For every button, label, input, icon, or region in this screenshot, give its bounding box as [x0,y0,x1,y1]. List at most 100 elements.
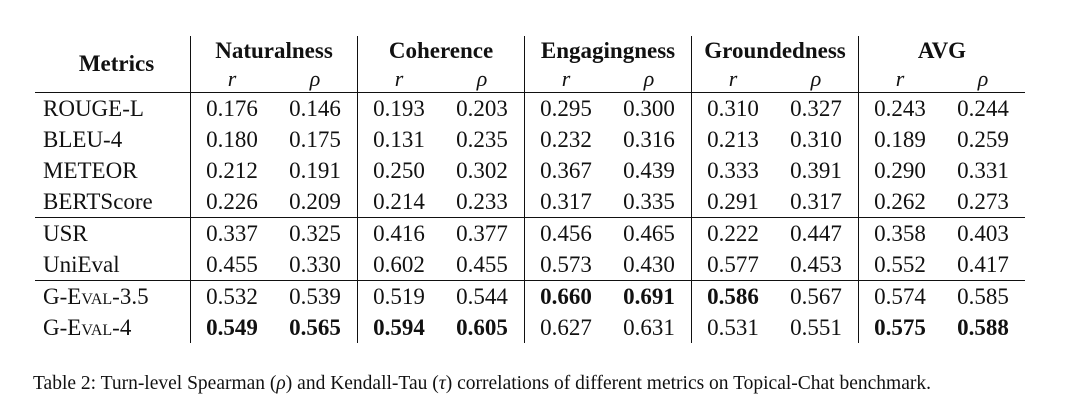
table-subheader-row: r ρ r ρ r ρ r ρ r ρ [35,66,1025,93]
caption-rho: ρ [276,373,286,394]
value-cell: 0.291 [691,186,774,218]
value-cell: 0.310 [790,127,842,152]
value-cell: 0.235 [456,127,508,152]
value-cell: 0.567 [774,280,859,312]
value-cell: 0.244 [941,92,1025,124]
value-cell: 0.310 [691,92,774,124]
results-table: Metrics Naturalness Coherence Engagingne… [35,36,1025,343]
subheader-r: r [858,66,941,93]
metric-name-cell: G-Eval-4 [43,315,132,340]
value-cell: 0.539 [273,280,358,312]
metrics-header: Metrics [78,51,155,76]
value-cell: 0.627 [524,312,607,343]
value-cell: 0.605 [456,315,508,340]
value-cell: 0.447 [774,217,859,249]
value-cell: 0.377 [440,217,525,249]
table-header-row: Metrics Naturalness Coherence Engagingne… [35,36,1025,76]
table-row: USR 0.337 0.325 0.416 0.377 0.456 0.465 0.222 0.… [35,217,1025,249]
table-row: UniEval 0.455 0.330 0.602 0.455 0.573 0.430 0.5… [35,249,1025,281]
table-row: BERTScore 0.226 0.209 0.214 0.233 0.317 0.335 0… [35,186,1025,218]
value-cell: 0.222 [691,217,774,249]
value-cell: 0.316 [623,127,675,152]
subheader-rho: ρ [309,66,321,91]
value-cell: 0.226 [190,186,273,218]
caption-prefix: Table 2: Turn-level Spearman ( [33,373,277,394]
caption-middle: ) and Kendall-Tau ( [285,373,439,394]
metric-name-cell: METEOR [43,158,138,183]
value-cell: 0.214 [357,186,440,218]
value-cell: 0.295 [524,92,607,124]
value-cell: 0.575 [858,312,941,343]
value-cell: 0.358 [858,217,941,249]
value-cell: 0.209 [289,189,341,214]
value-cell: 0.273 [957,189,1009,214]
value-cell: 0.367 [524,155,607,186]
value-cell: 0.403 [941,217,1025,249]
value-cell: 0.465 [607,217,692,249]
table-row: METEOR 0.212 0.191 0.250 0.302 0.367 0.439 0.33… [35,155,1025,186]
value-cell: 0.243 [858,92,941,124]
table-caption: Table 2: Turn-level Spearman (ρ) and Ken… [33,373,931,395]
value-cell: 0.175 [289,127,341,152]
value-cell: 0.317 [524,186,607,218]
value-cell: 0.330 [289,252,341,277]
value-cell: 0.391 [790,158,842,183]
value-cell: 0.180 [190,124,273,155]
subheader-r: r [691,66,774,93]
value-cell: 0.594 [357,312,440,343]
value-cell: 0.317 [790,189,842,214]
value-cell: 0.551 [790,315,842,340]
value-cell: 0.453 [790,252,842,277]
subheader-r: r [524,66,607,93]
value-cell: 0.146 [273,92,358,124]
value-cell: 0.565 [289,315,341,340]
value-cell: 0.262 [858,186,941,218]
value-cell: 0.631 [623,315,675,340]
metric-name-cell: ROUGE-L [35,92,191,124]
value-cell: 0.213 [691,124,774,155]
group-header-naturalness: Naturalness [190,36,358,66]
subheader-r: r [190,66,273,93]
value-cell: 0.456 [524,217,607,249]
value-cell: 0.333 [691,155,774,186]
metric-name-cell: BLEU-4 [43,127,123,152]
group-header-groundedness: Groundedness [691,36,859,66]
subheader-rho: ρ [977,66,989,91]
value-cell: 0.531 [691,312,774,343]
metric-name-cell: UniEval [43,252,120,277]
value-cell: 0.193 [357,92,440,124]
value-cell: 0.327 [774,92,859,124]
metric-name-cell: BERTScore [43,189,153,214]
value-cell: 0.203 [440,92,525,124]
group-header-engagingness: Engagingness [524,36,692,66]
group-header-avg: AVG [858,36,1025,66]
value-cell: 0.259 [957,127,1009,152]
value-cell: 0.337 [190,217,273,249]
value-cell: 0.691 [607,280,692,312]
value-cell: 0.176 [190,92,273,124]
group-header-coherence: Coherence [357,36,525,66]
value-cell: 0.302 [456,158,508,183]
table-row: G-Eval-4 0.549 0.565 0.594 0.605 0.627 0.631 0.… [35,312,1025,343]
caption-tau: τ [438,373,446,394]
results-table-container: Metrics Naturalness Coherence Engagingne… [35,36,1025,343]
value-cell: 0.300 [607,92,692,124]
subheader-r: r [357,66,440,93]
value-cell: 0.544 [440,280,525,312]
value-cell: 0.532 [190,280,273,312]
value-cell: 0.585 [941,280,1025,312]
value-cell: 0.577 [691,249,774,281]
value-cell: 0.417 [957,252,1009,277]
table-row: BLEU-4 0.180 0.175 0.131 0.235 0.232 0.316 0.21… [35,124,1025,155]
value-cell: 0.212 [190,155,273,186]
value-cell: 0.588 [957,315,1009,340]
subheader-rho: ρ [810,66,822,91]
value-cell: 0.331 [957,158,1009,183]
table-body: ROUGE-L 0.176 0.146 0.193 0.203 0.295 0.300 0.3… [35,92,1025,343]
value-cell: 0.191 [289,158,341,183]
value-cell: 0.325 [273,217,358,249]
value-cell: 0.573 [524,249,607,281]
metric-name-cell: G-Eval-3.5 [35,280,191,312]
value-cell: 0.430 [623,252,675,277]
value-cell: 0.233 [456,189,508,214]
